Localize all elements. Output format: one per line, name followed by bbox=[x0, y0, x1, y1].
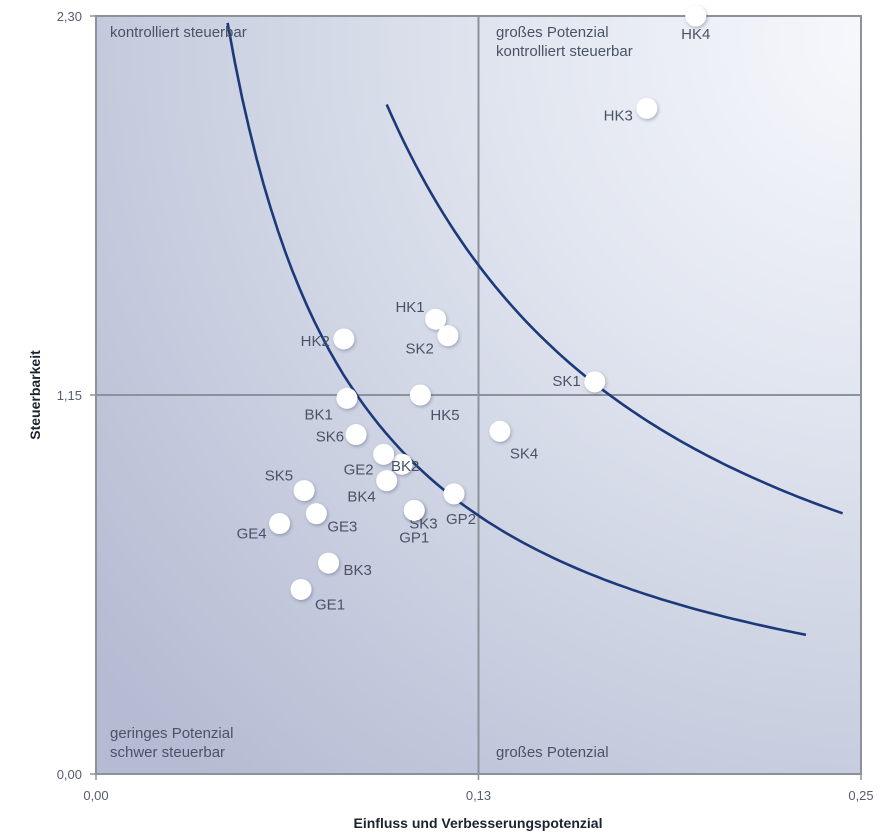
point-label: GE2 bbox=[344, 461, 374, 478]
point-label: HK2 bbox=[301, 333, 330, 350]
point-label: BK2 bbox=[391, 458, 419, 475]
point-marker bbox=[685, 5, 707, 27]
point-marker bbox=[409, 384, 431, 406]
point-label: GP2 bbox=[446, 511, 476, 528]
point-marker bbox=[373, 443, 395, 465]
point-label: GP1 bbox=[399, 529, 429, 546]
point-marker bbox=[636, 97, 658, 119]
point-marker bbox=[345, 424, 367, 446]
point-hk4: HK4 bbox=[681, 5, 710, 43]
point-hk1: HK1 bbox=[395, 299, 447, 330]
point-label: GE1 bbox=[315, 596, 345, 613]
point-label: SK4 bbox=[510, 445, 538, 462]
point-sk2: SK2 bbox=[406, 325, 459, 358]
point-marker bbox=[318, 552, 340, 574]
y-tick-label: 0,00 bbox=[57, 767, 82, 782]
point-hk5: HK5 bbox=[409, 384, 460, 424]
point-label: HK1 bbox=[395, 299, 424, 316]
point-marker bbox=[489, 420, 511, 442]
point-label: BK4 bbox=[347, 489, 375, 506]
point-gp2: GP2 bbox=[443, 483, 476, 528]
x-axis-title: Einfluss und Verbesserungspotenzial bbox=[354, 815, 603, 831]
point-label: SK1 bbox=[552, 373, 580, 390]
x-tick-label: 0,25 bbox=[848, 788, 873, 803]
threshold-curves bbox=[226, 22, 844, 637]
point-ge3: GE3 bbox=[305, 503, 357, 536]
point-marker bbox=[293, 480, 315, 502]
point-marker bbox=[443, 483, 465, 505]
x-tick-label: 0,00 bbox=[83, 788, 108, 803]
point-sk6: SK6 bbox=[316, 424, 367, 446]
point-marker bbox=[584, 371, 606, 393]
axis-ticks: 0,00 0,13 0,25 0,00 1,15 2,30 bbox=[57, 9, 874, 803]
point-gp1: GP1 bbox=[399, 499, 429, 546]
quadrant-label-bottom-left-line-2: schwer steuerbar bbox=[110, 744, 225, 761]
y-tick-label: 2,30 bbox=[57, 9, 82, 24]
point-label: HK5 bbox=[430, 407, 459, 424]
point-marker bbox=[403, 499, 425, 521]
quadrant-label-bottom-left-line-1: geringes Potenzial bbox=[110, 725, 233, 742]
point-marker bbox=[333, 328, 355, 350]
point-label: HK4 bbox=[681, 26, 710, 43]
point-label: BK3 bbox=[344, 562, 372, 579]
point-label: HK3 bbox=[604, 107, 633, 124]
x-tick-label: 0,13 bbox=[466, 788, 491, 803]
point-marker bbox=[425, 308, 447, 330]
point-marker bbox=[437, 325, 459, 347]
point-bk4: BK4 bbox=[347, 470, 398, 506]
point-sk5: SK5 bbox=[265, 468, 315, 502]
quadrant-label-top-right-line-2: kontrolliert steuerbar bbox=[496, 43, 633, 60]
point-bk2: BK2 bbox=[391, 453, 419, 475]
point-label: SK6 bbox=[316, 429, 344, 446]
point-marker bbox=[290, 578, 312, 600]
point-label: GE4 bbox=[237, 526, 267, 543]
point-ge4: GE4 bbox=[237, 513, 291, 543]
point-label: SK2 bbox=[406, 341, 434, 358]
quadrant-label-bottom-right-line-1: großes Potenzial bbox=[496, 744, 609, 761]
threshold-curve-2 bbox=[385, 103, 844, 515]
y-axis-title: Steuerbarkeit bbox=[27, 350, 43, 440]
point-sk1: SK1 bbox=[552, 371, 606, 393]
point-marker bbox=[269, 513, 291, 535]
data-points: HK4 HK3 SK1 SK4 HK1 SK2 HK2 HK5 BK1 SK6 BK2 GE2 BK4 S… bbox=[237, 5, 710, 613]
point-marker bbox=[305, 503, 327, 525]
point-marker bbox=[376, 470, 398, 492]
point-ge1: GE1 bbox=[290, 578, 345, 613]
point-sk4: SK4 bbox=[489, 420, 538, 462]
threshold-curve-1 bbox=[226, 22, 807, 637]
point-label: SK5 bbox=[265, 468, 293, 485]
point-marker bbox=[391, 453, 413, 475]
point-bk3: BK3 bbox=[318, 552, 372, 579]
y-tick-label: 1,15 bbox=[57, 388, 82, 403]
point-label: BK1 bbox=[305, 406, 333, 423]
point-marker bbox=[336, 387, 358, 409]
point-bk1: BK1 bbox=[305, 387, 358, 423]
point-label: GE3 bbox=[327, 519, 357, 536]
quadrant-label-top-right-line-1: großes Potenzial bbox=[496, 24, 609, 41]
point-hk2: HK2 bbox=[301, 328, 355, 350]
point-hk3: HK3 bbox=[604, 97, 658, 124]
point-ge2: GE2 bbox=[344, 443, 395, 478]
quadrant-label-top-left-line-1: kontrolliert steuerbar bbox=[110, 24, 247, 41]
quadrant-dividers bbox=[96, 16, 861, 774]
